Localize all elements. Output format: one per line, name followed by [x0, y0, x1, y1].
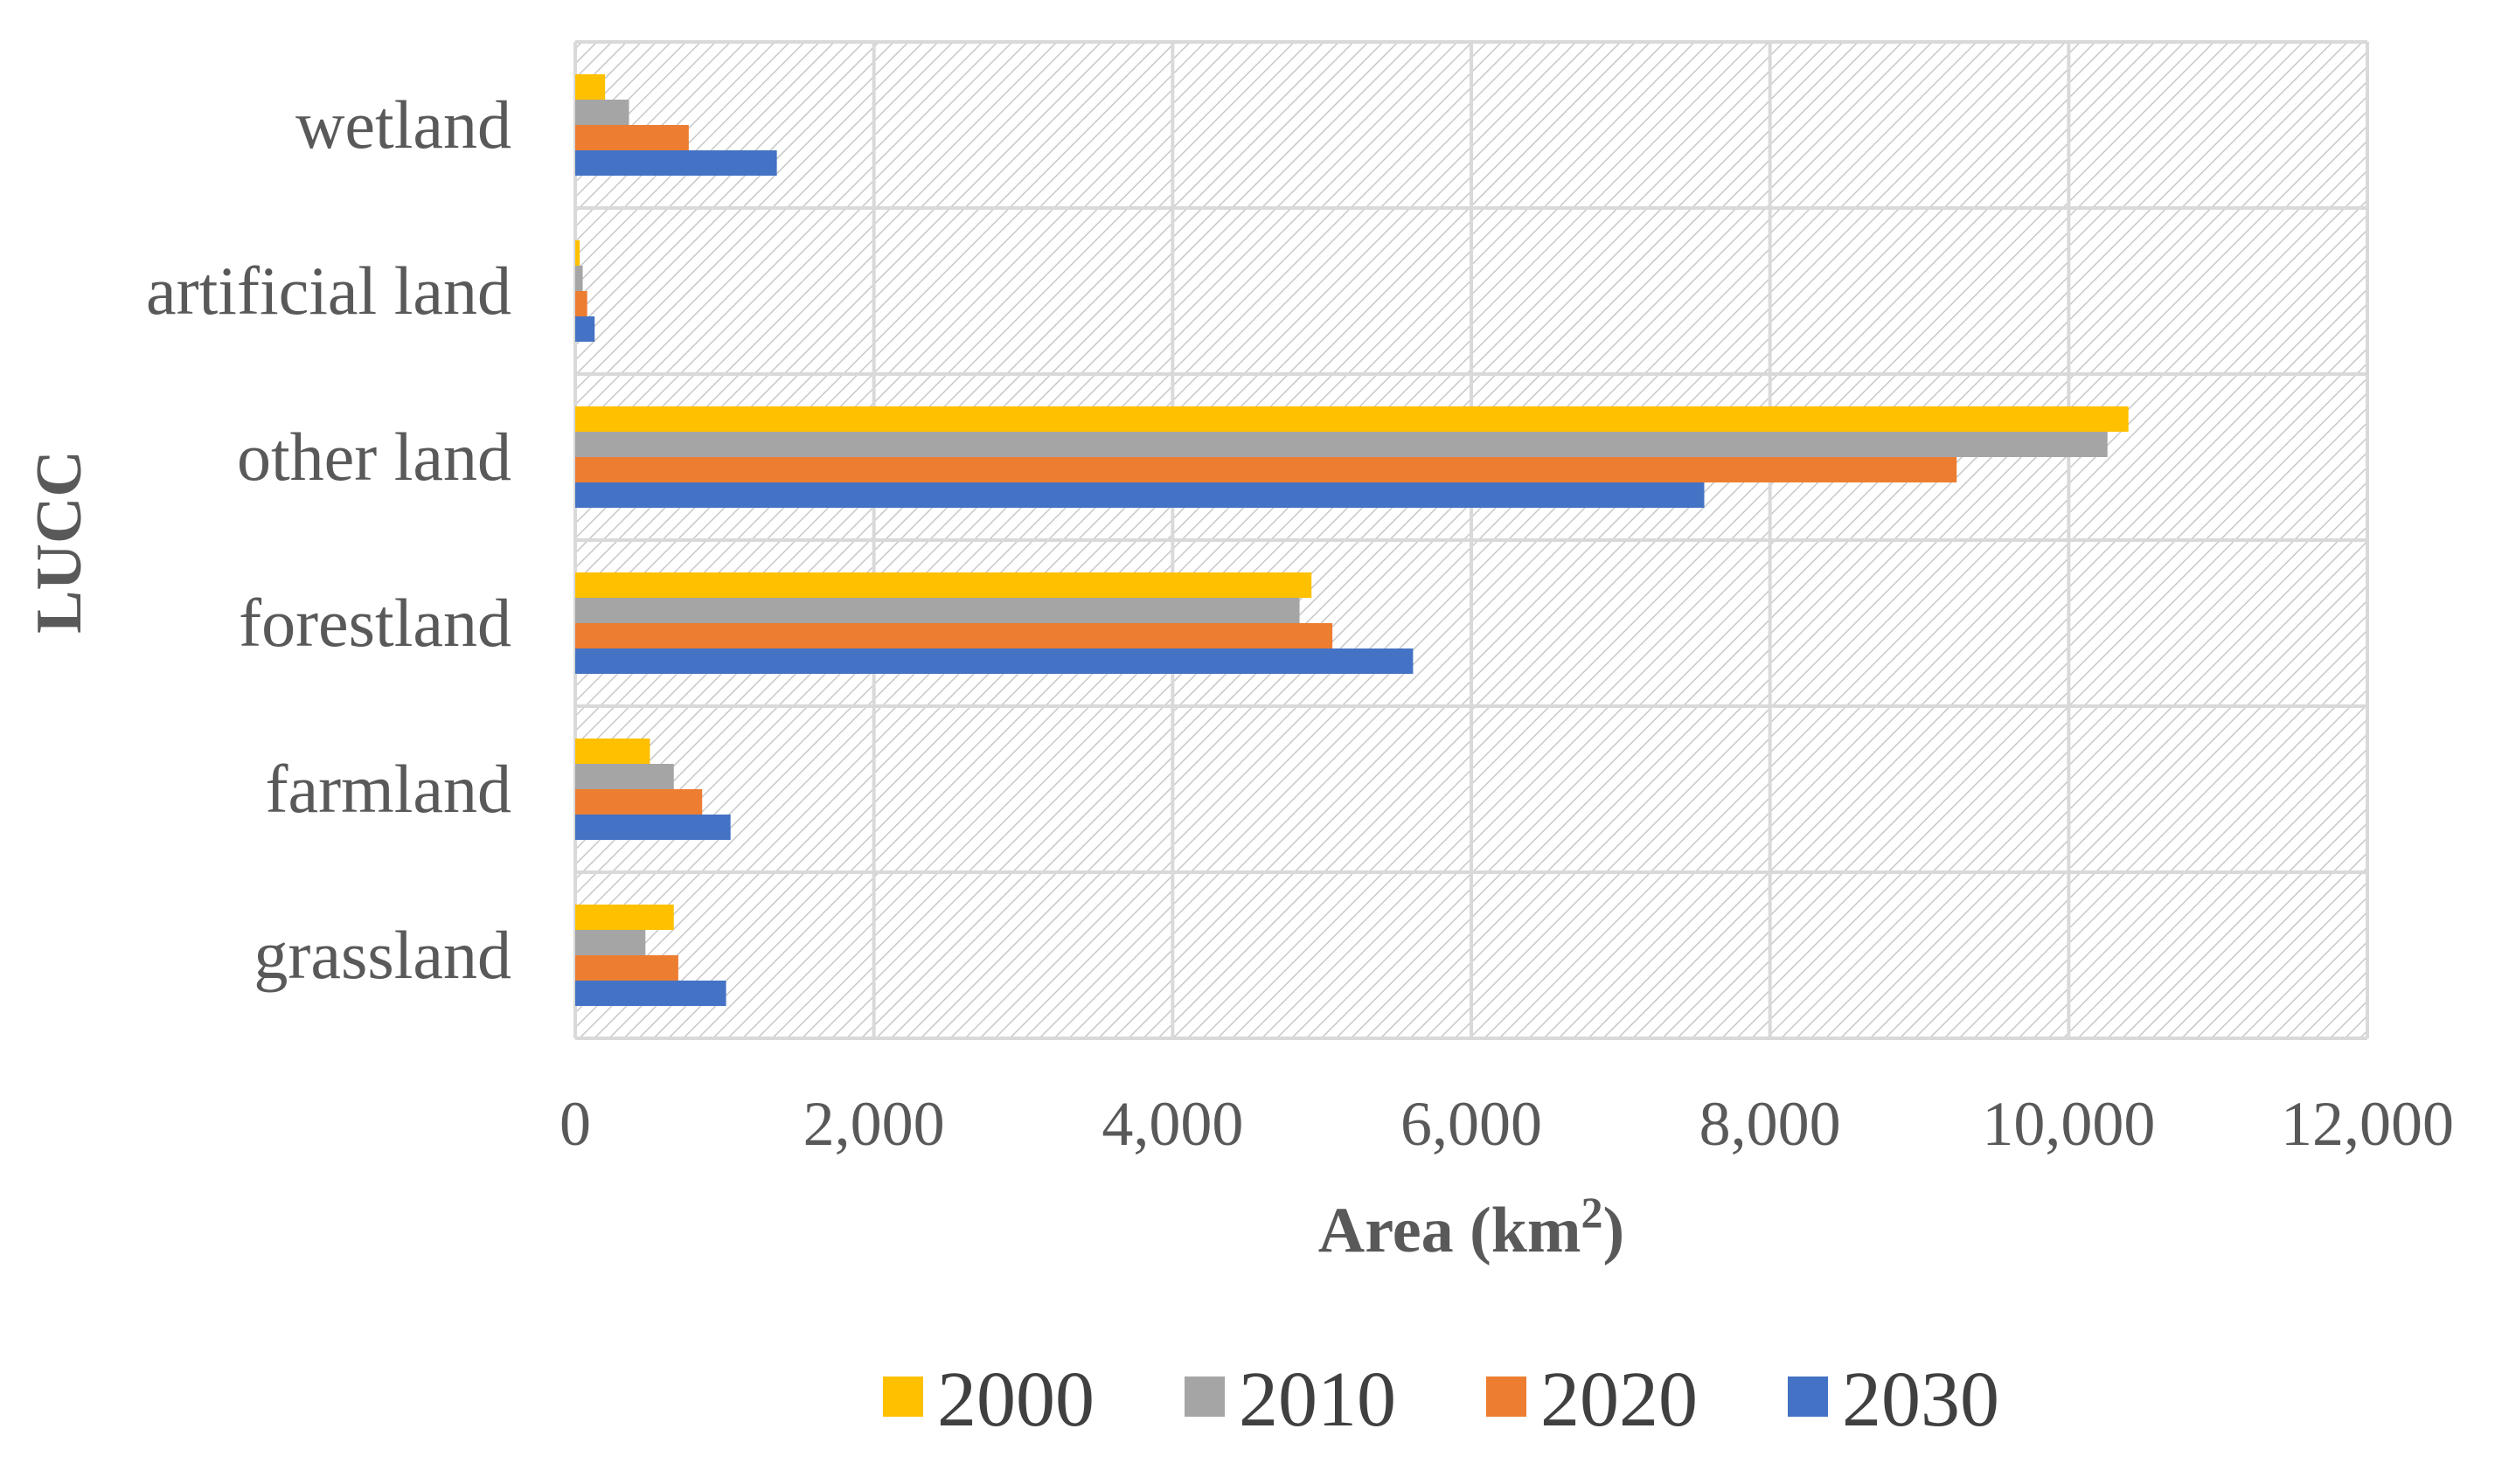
- bar-2020-artificial-land: [575, 291, 587, 316]
- category-label: grassland: [254, 917, 511, 993]
- bar-2010-grassland: [575, 930, 646, 955]
- legend-swatch-2030: [1788, 1377, 1828, 1417]
- bar-2010-artificial-land: [575, 266, 583, 291]
- x-tick-labels: 0 2,000 4,000 6,000 8,000 10,000 12,000: [559, 1089, 2454, 1159]
- y-axis-title: LUCC: [24, 450, 95, 634]
- bars: [575, 74, 2129, 1006]
- bar-2020-farmland: [575, 789, 703, 815]
- bar-2000-grassland: [575, 905, 674, 930]
- legend-label-2000: 2000: [937, 1356, 1095, 1443]
- legend: 2000 2010 2020 2030: [883, 1356, 1999, 1443]
- category-label: artificial land: [146, 253, 511, 329]
- bar-2020-forestland: [575, 623, 1333, 648]
- bar-2030-farmland: [575, 815, 731, 840]
- x-tick-label: 12,000: [2281, 1089, 2454, 1159]
- gridlines: [573, 40, 2369, 1040]
- x-axis-title-suffix: ): [1603, 1195, 1625, 1266]
- bar-2010-other-land: [575, 432, 2108, 457]
- x-tick-label: 8,000: [1699, 1089, 1841, 1159]
- bar-2020-wetland: [575, 125, 689, 150]
- category-label: farmland: [265, 751, 511, 827]
- x-tick-label: 2,000: [803, 1089, 945, 1159]
- legend-swatch-2020: [1486, 1377, 1526, 1417]
- category-label: other land: [237, 419, 511, 495]
- x-tick-label: 10,000: [1982, 1089, 2155, 1159]
- bar-2030-forestland: [575, 648, 1414, 674]
- legend-swatch-2000: [883, 1377, 923, 1417]
- x-tick-label: 4,000: [1102, 1089, 1243, 1159]
- bar-2000-wetland: [575, 74, 606, 100]
- bar-2030-wetland: [575, 150, 777, 176]
- legend-label-2020: 2020: [1540, 1356, 1698, 1443]
- bar-2020-grassland: [575, 955, 678, 981]
- category-label: wetland: [295, 87, 511, 163]
- legend-label-2010: 2010: [1239, 1356, 1396, 1443]
- x-tick-label: 6,000: [1400, 1089, 1542, 1159]
- legend-label-2030: 2030: [1842, 1356, 1999, 1443]
- bar-2020-other-land: [575, 457, 1957, 482]
- bar-2000-farmland: [575, 739, 650, 764]
- bar-2000-forestland: [575, 572, 1312, 598]
- legend-swatch-2010: [1185, 1377, 1225, 1417]
- bar-2010-wetland: [575, 100, 629, 125]
- bar-2030-artificial-land: [575, 316, 595, 342]
- bar-2030-grassland: [575, 981, 726, 1006]
- bar-2000-other-land: [575, 406, 2129, 432]
- bar-2000-artificial-land: [575, 240, 580, 266]
- bar-2010-forestland: [575, 598, 1300, 623]
- bar-2030-other-land: [575, 482, 1705, 508]
- bar-2010-farmland: [575, 764, 674, 789]
- x-axis-title: Area (km2): [1318, 1188, 1624, 1266]
- category-labels: wetland artificial land other land forestla…: [146, 87, 511, 993]
- x-tick-label: 0: [559, 1089, 591, 1159]
- category-label: forestland: [239, 585, 511, 661]
- x-axis-title-superscript: 2: [1581, 1188, 1603, 1237]
- x-axis-title-text: Area (km: [1318, 1195, 1581, 1266]
